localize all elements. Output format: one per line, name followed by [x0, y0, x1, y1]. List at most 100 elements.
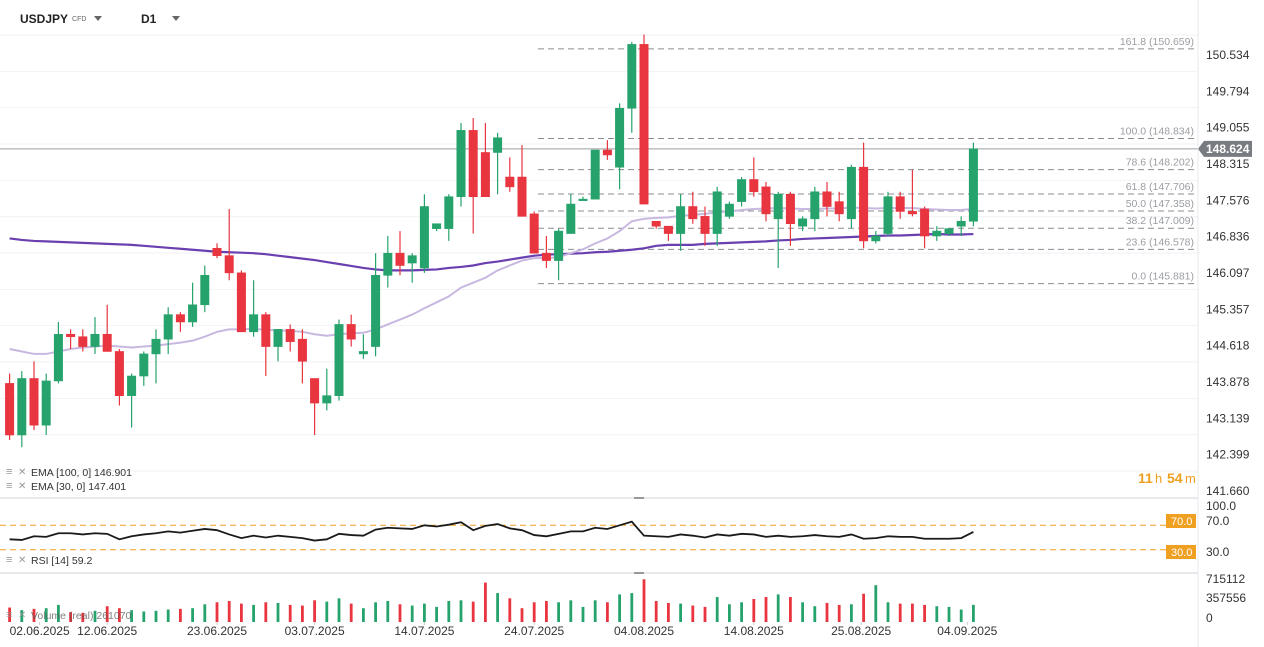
countdown-minutes: 54: [1167, 470, 1183, 486]
close-icon[interactable]: ✕: [18, 481, 26, 492]
fibonacci-levels: 161.8 (150.659) 100.0 (148.834) 78.6 (148.…: [538, 36, 1198, 285]
rsi-30-marker-label: 30.0: [1171, 547, 1192, 559]
candle-up-body: [968, 148, 978, 222]
candle-down-body: [114, 351, 124, 396]
volume-bar: [728, 604, 731, 622]
candle-up-body: [798, 218, 808, 227]
candle-down-body: [346, 324, 356, 340]
volume-bar: [654, 600, 658, 622]
volume-bar: [959, 609, 963, 622]
date-axis-label: 04.09.2025: [937, 624, 997, 638]
candle-up-body: [712, 191, 722, 234]
volume-bar: [288, 604, 292, 622]
volume-bar: [81, 612, 85, 622]
volume-bar: [276, 602, 280, 622]
candle-down-body: [859, 166, 869, 242]
timeframe-selector[interactable]: D1: [141, 12, 181, 26]
date-axis-label: 24.07.2025: [504, 624, 564, 638]
ema100-line: [9, 232, 974, 272]
volume-bar: [447, 600, 451, 622]
candle-down-body: [5, 383, 15, 436]
ema30-legend[interactable]: ≡ ✕ EMA [30, 0] 147.401: [6, 480, 126, 493]
candle-up-body: [127, 375, 137, 396]
volume-bar: [557, 602, 560, 622]
close-icon[interactable]: ✕: [18, 555, 26, 566]
candle-up-body: [493, 137, 503, 153]
volume-bars: [8, 579, 975, 622]
fib-level-label: 61.8 (147.706): [1126, 181, 1194, 193]
rsi-30-marker: [1166, 545, 1196, 559]
volume-bar: [801, 602, 804, 622]
volume-bar: [264, 602, 268, 622]
fib-level-label: 78.6 (148.202): [1126, 157, 1194, 169]
candle-down-body: [468, 130, 478, 197]
timeframe-label: D1: [141, 12, 157, 26]
volume-legend-label: Volume (real) 261070: [31, 610, 132, 622]
current-price-tag: 148.624: [1198, 140, 1252, 157]
rsi-legend-label: RSI [14] 59.2: [31, 555, 92, 567]
candle-down-body: [102, 333, 112, 352]
candle-down-body: [236, 272, 246, 333]
candle-down-body: [920, 208, 930, 237]
candle-up-body: [956, 220, 966, 227]
legend-menu-icon: ≡: [6, 609, 12, 621]
volume-bar: [459, 600, 463, 622]
candle-down-body: [822, 191, 832, 207]
candle-down-body: [310, 378, 320, 404]
fib-level-label: 0.0 (145.881): [1132, 271, 1194, 283]
candle-down-body: [785, 193, 795, 225]
chevron-down-icon: [172, 16, 181, 21]
candle-down-body: [480, 152, 490, 197]
volume-bar: [398, 604, 402, 622]
close-icon[interactable]: ✕: [18, 610, 26, 621]
volume-pane: 715112 357556 0 ≡ ✕ Volume (real) 261070: [6, 572, 1246, 625]
candle-up-body: [676, 206, 686, 234]
volume-axis-mid: 357556: [1206, 591, 1246, 605]
volume-bar: [679, 603, 682, 622]
rsi-legend[interactable]: ≡ ✕ RSI [14] 59.2: [6, 554, 92, 567]
rsi-axis-30: 30.0: [1206, 545, 1230, 559]
volume-bar: [410, 605, 414, 622]
volume-bar: [642, 579, 646, 622]
volume-bar: [935, 606, 939, 622]
volume-bar: [325, 601, 329, 622]
rsi-70-marker-label: 70.0: [1171, 516, 1192, 528]
candle-down-body: [224, 255, 234, 274]
volume-bar: [667, 602, 670, 622]
volume-bar: [520, 608, 524, 622]
ema30-line: [9, 206, 974, 355]
volume-bar: [8, 607, 11, 622]
candle-down-body: [602, 149, 612, 156]
volume-bar: [825, 602, 829, 622]
volume-bar: [374, 602, 377, 622]
rsi-70-marker: [1166, 514, 1196, 528]
candle-up-body: [724, 203, 734, 217]
volume-bar: [313, 600, 316, 622]
candle-up-body: [322, 395, 332, 404]
candle-up-body: [432, 223, 442, 229]
current-price-label: 148.624: [1206, 142, 1250, 156]
candle-up-body: [883, 196, 893, 234]
volume-bar: [862, 593, 865, 622]
date-axis-label: 14.07.2025: [394, 624, 454, 638]
volume-bar: [301, 605, 304, 622]
candle-countdown: 11 h 54 m: [1138, 470, 1196, 486]
volume-legend[interactable]: ≡ ✕ Volume (real) 261070: [6, 609, 132, 622]
symbol-selector[interactable]: USDJPY CFD: [20, 12, 103, 26]
candle-up-body: [554, 230, 564, 261]
ema30-legend-label: EMA [30, 0] 147.401: [31, 481, 126, 493]
volume-bar: [44, 608, 48, 622]
candle-up-body: [90, 333, 100, 347]
close-icon[interactable]: ✕: [18, 467, 26, 478]
volume-bar: [715, 597, 719, 622]
fib-level-label: 38.2 (147.009): [1126, 215, 1194, 227]
volume-bar: [386, 600, 390, 622]
volume-bar: [484, 582, 487, 622]
ema100-legend[interactable]: ≡ ✕ EMA [100, 0] 146.901: [6, 466, 132, 479]
countdown-minutes-unit: m: [1185, 471, 1196, 486]
volume-bar: [911, 603, 914, 622]
candles: [5, 34, 978, 448]
candle-down-body: [541, 252, 551, 261]
candle-up-body: [139, 353, 149, 377]
